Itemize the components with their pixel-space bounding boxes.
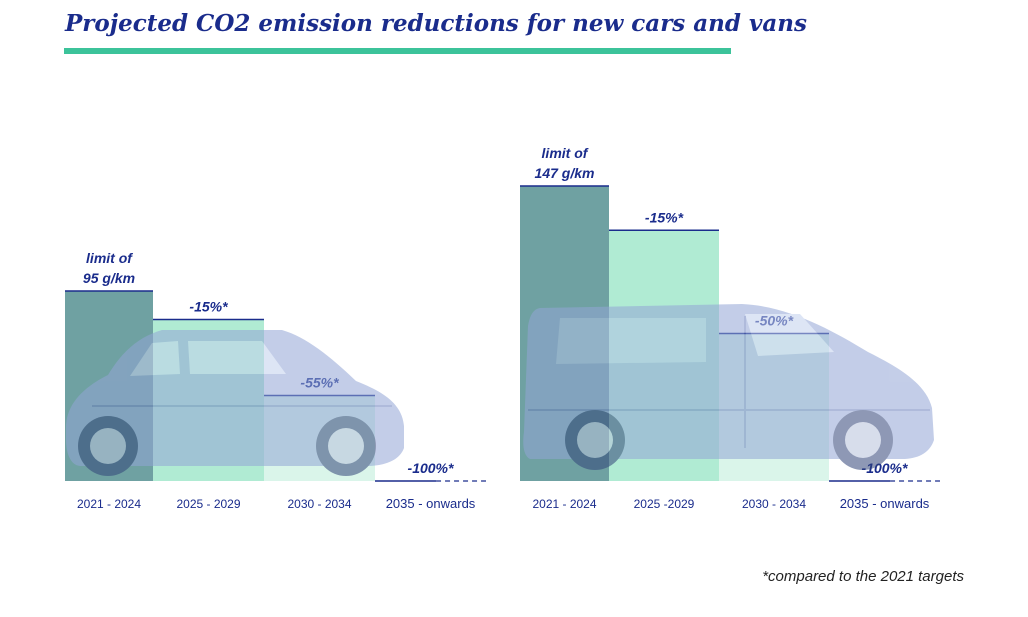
chart-title: Projected CO2 emission reductions for ne… bbox=[65, 10, 807, 37]
van-tick-label-3: 2035 - onwards bbox=[840, 496, 930, 511]
title-underline bbox=[64, 48, 731, 54]
car-icon bbox=[66, 330, 404, 476]
van-icon bbox=[523, 304, 934, 470]
van-value-label-1: -15%* bbox=[645, 209, 684, 225]
van-value-label-0: limit of 147 g/km bbox=[535, 145, 595, 181]
car-value-label-3: -100%* bbox=[408, 460, 454, 476]
van-tick-label-0: 2021 - 2024 bbox=[532, 497, 596, 511]
van-tick-label-1: 2025 -2029 bbox=[634, 497, 695, 511]
car-tick-label-0: 2021 - 2024 bbox=[77, 497, 141, 511]
car-value-label-1: -15%* bbox=[189, 299, 228, 315]
car-value-label-0: limit of 95 g/km bbox=[83, 250, 135, 286]
car-tick-label-1: 2025 - 2029 bbox=[176, 497, 240, 511]
footnote: *compared to the 2021 targets bbox=[762, 568, 964, 585]
van-tick-label-2: 2030 - 2034 bbox=[742, 497, 806, 511]
car-tick-label-2: 2030 - 2034 bbox=[287, 497, 351, 511]
car-tick-label-3: 2035 - onwards bbox=[386, 496, 476, 511]
